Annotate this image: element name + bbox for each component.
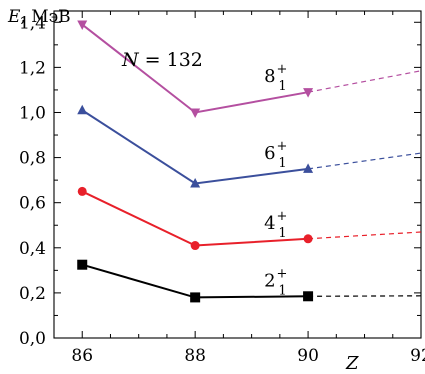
y-tick-label: 0,6 xyxy=(19,194,46,214)
point-6 xyxy=(190,178,201,188)
series-label-sup: + xyxy=(277,209,288,224)
series-extrapolation-4 xyxy=(308,231,422,240)
neutron-number-annotation: N = 132 xyxy=(121,49,203,71)
point-4 xyxy=(77,186,87,196)
y-tick-label: 1,0 xyxy=(19,103,46,123)
annotation-rhs: 132 xyxy=(167,49,203,71)
point-6 xyxy=(303,163,314,173)
point-8 xyxy=(303,88,314,98)
y-tick-label: 0,8 xyxy=(19,149,46,169)
series-label-sup: + xyxy=(277,139,288,154)
series-label-sup: + xyxy=(277,266,288,281)
y-axis-label: E, МэВ xyxy=(7,7,71,27)
series-label-sup: + xyxy=(277,62,288,77)
y-axis-symbol: E xyxy=(7,7,21,27)
point-2 xyxy=(77,259,88,270)
point-6 xyxy=(77,104,88,115)
series-label-main: 4 xyxy=(264,213,275,234)
series-markers xyxy=(77,20,314,303)
point-8 xyxy=(77,20,88,31)
annotation-lhs: N xyxy=(121,49,140,71)
y-tick-label: 0,4 xyxy=(19,239,46,259)
point-8 xyxy=(190,108,201,118)
series-label-sub: 1 xyxy=(278,79,286,94)
point-2 xyxy=(190,292,201,303)
x-tick-label: 88 xyxy=(184,346,206,366)
series-label-4: 4+ 1 xyxy=(264,209,287,241)
series-label-main: 6 xyxy=(264,143,275,164)
series-labels: 2+ 14+ 16+ 18+ 1 xyxy=(264,62,287,298)
x-tick-label: 90 xyxy=(297,346,319,366)
y-axis-unit: МэВ xyxy=(31,7,70,27)
y-tick-label: 0,0 xyxy=(19,329,46,349)
y-tick-label: 0,2 xyxy=(19,284,46,304)
point-2 xyxy=(303,291,314,302)
series-label-2: 2+ 1 xyxy=(264,266,287,298)
annotation-eq: = xyxy=(139,49,167,71)
series-extrapolation-6 xyxy=(307,152,422,170)
series-label-6: 6+ 1 xyxy=(264,139,287,171)
series-label-main: 8 xyxy=(264,66,275,87)
y-tick-label: 1,4 xyxy=(19,13,46,33)
y-tick-label: 1,2 xyxy=(19,58,46,78)
series-label-main: 2 xyxy=(264,270,275,291)
series-label-8: 8+ 1 xyxy=(264,62,287,94)
x-tick-label: 92 xyxy=(410,346,425,366)
x-axis-label: Z xyxy=(345,353,359,374)
plot-frame xyxy=(53,10,422,339)
series-label-sub: 1 xyxy=(278,156,286,171)
point-4 xyxy=(190,241,200,251)
x-tick-label: 86 xyxy=(71,346,93,366)
series-label-sub: 1 xyxy=(278,226,286,241)
series-label-sub: 1 xyxy=(278,283,286,298)
series-extrapolation-8 xyxy=(307,70,422,93)
y-axis-label-comma: , xyxy=(20,7,31,27)
point-4 xyxy=(303,234,313,244)
